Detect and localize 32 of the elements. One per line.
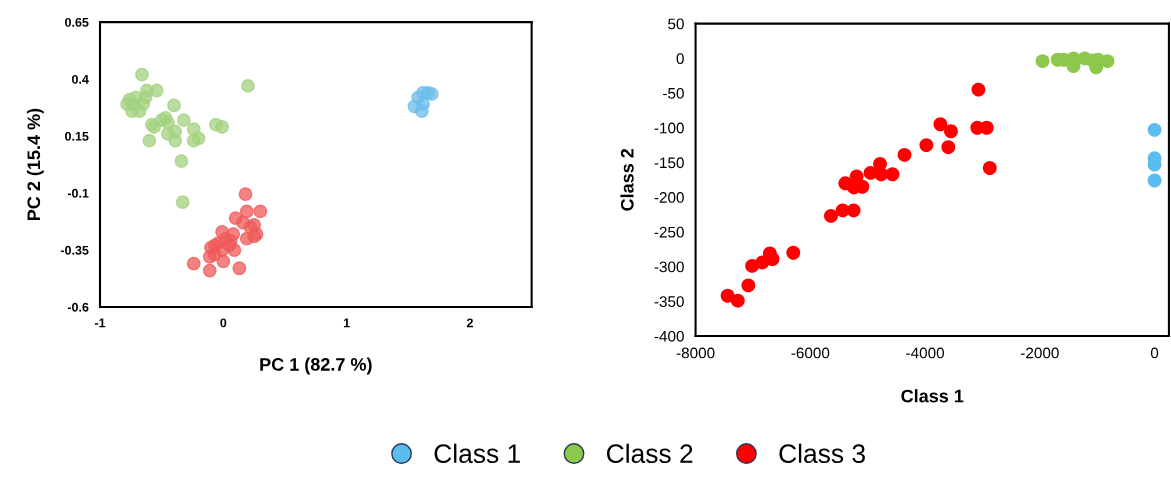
y-tick-label: 50 xyxy=(668,18,684,30)
x-axis-title: PC 1 (82.7 %) xyxy=(260,357,372,375)
legend-label: Class 3 xyxy=(779,443,865,464)
x-tick-label: -8000 xyxy=(676,347,715,359)
y-tick-label: 0.4 xyxy=(72,74,89,84)
y-axis-title: PC 2 (15.4 %) xyxy=(26,108,44,221)
x-tick-label: 2 xyxy=(466,318,473,328)
y-tick-label: -350 xyxy=(654,296,684,308)
y-tick-label: -250 xyxy=(654,226,684,238)
y-tick-label: -400 xyxy=(654,330,684,342)
y-tick-label: 0.15 xyxy=(65,131,89,141)
y-tick-label: -200 xyxy=(654,192,684,203)
y-tick-label: -100 xyxy=(654,122,684,134)
legend-label: Class 2 xyxy=(607,443,693,464)
x-tick-label: 1 xyxy=(343,318,350,328)
legend-label: Class 1 xyxy=(434,443,520,464)
x-tick-label: -4000 xyxy=(906,347,945,359)
x-tick-label: 0 xyxy=(1150,347,1159,359)
x-tick-label: 0 xyxy=(220,318,227,328)
x-tick-label: -2000 xyxy=(1020,347,1059,359)
y-axis-title: Class 2 xyxy=(620,148,634,211)
y-tick-label: -0.35 xyxy=(60,245,89,255)
x-tick-label: -6000 xyxy=(791,347,830,359)
y-tick-label: -0.6 xyxy=(67,302,89,312)
y-tick-label: -50 xyxy=(663,87,684,99)
y-tick-label: 0.65 xyxy=(65,17,89,27)
x-axis-title: Class 1 xyxy=(901,389,964,403)
y-tick-label: -300 xyxy=(654,261,684,273)
x-tick-label: -1 xyxy=(94,318,106,328)
y-tick-label: -150 xyxy=(654,157,684,169)
y-tick-label: -0.1 xyxy=(67,188,89,198)
y-tick-label: 0 xyxy=(676,53,684,65)
